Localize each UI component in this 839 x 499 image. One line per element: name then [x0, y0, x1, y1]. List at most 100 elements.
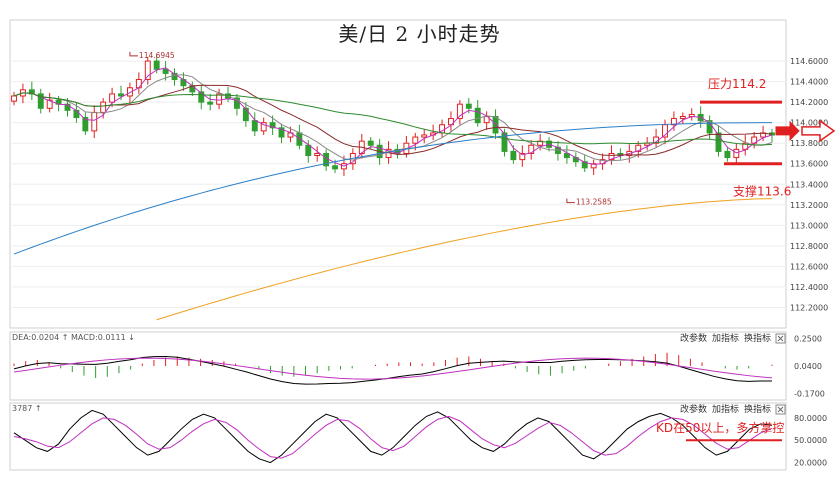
candle-body: [367, 140, 374, 146]
candle-body: [715, 132, 722, 152]
macd-button-1[interactable]: 加指标: [712, 332, 739, 344]
candle-body: [421, 134, 428, 138]
kd-annotation: KD在50以上，多方掌控: [656, 420, 784, 435]
macd-panel-frame: [9, 331, 787, 401]
macd-tick-label: 0.0400: [794, 362, 822, 371]
y-tick-label: 113.0000: [790, 221, 828, 230]
price-arrow-outline-icon: [801, 119, 836, 143]
candle-body: [581, 161, 588, 169]
macd-dif-line: [13, 356, 773, 385]
high-marker: [129, 51, 138, 57]
y-tick-label: 112.8000: [790, 242, 828, 251]
candle-body: [733, 148, 740, 159]
candle-body: [216, 93, 223, 105]
candle-body: [670, 118, 677, 126]
main-panel-frame: [9, 19, 787, 329]
candle-body: [305, 144, 312, 157]
candle-body: [483, 116, 490, 124]
kd-tick-label: 20.0000: [794, 459, 827, 468]
ma-darkred-line: [13, 84, 773, 156]
candle-body: [537, 140, 544, 146]
kd-d-line: [13, 415, 773, 459]
macd-close-icon-stroke: [777, 335, 784, 342]
candle-body: [251, 120, 258, 132]
candle-body: [242, 107, 249, 122]
y-tick-label: 114.6000: [790, 57, 828, 66]
candle-body: [28, 89, 35, 95]
y-tick-label: 112.4000: [790, 283, 828, 292]
macd-button-0[interactable]: 改参数: [680, 332, 707, 344]
resistance-label: 压力114.2: [708, 77, 766, 91]
candle-body: [528, 144, 535, 154]
candle-body: [474, 107, 481, 124]
ma-blue-line: [13, 122, 773, 255]
y-tick-label: 112.2000: [790, 303, 828, 312]
low-marker: [566, 198, 575, 204]
kd-close-icon-stroke: [777, 406, 784, 413]
kd-button-2[interactable]: 换指标: [744, 403, 771, 415]
candle-body: [269, 122, 276, 129]
candle-body: [162, 68, 169, 74]
candle-body: [91, 111, 98, 132]
candle-body: [153, 60, 160, 70]
high-label: 114.6945: [139, 51, 175, 60]
y-tick-label: 113.2000: [790, 201, 828, 210]
kd-button-1[interactable]: 加指标: [712, 403, 739, 415]
candle-body: [198, 91, 205, 103]
kd-button-0[interactable]: 改参数: [680, 403, 707, 415]
candle-body: [608, 152, 615, 161]
y-tick-label: 113.8000: [790, 139, 828, 148]
candle-body: [456, 103, 463, 120]
kd-k-line: [13, 409, 773, 464]
price-arrow-icon: [775, 120, 800, 142]
candle-body: [118, 93, 124, 97]
support-label: 支撑113.6: [733, 184, 791, 199]
y-tick-label: 114.0000: [790, 119, 828, 128]
candle-body: [37, 93, 44, 109]
candle-body: [171, 72, 178, 81]
kd-tick-label: 80.0000: [794, 414, 827, 423]
kd-header: 3787 ↑: [12, 404, 42, 413]
macd-tick-label: -0.1700: [794, 389, 825, 398]
candle-body: [519, 152, 526, 161]
candle-body: [109, 93, 116, 103]
candle-body: [412, 136, 419, 144]
ma-green-line: [13, 92, 773, 146]
candle-body: [635, 144, 642, 152]
ma-purple-line: [13, 67, 773, 167]
macd-dea-line: [13, 357, 773, 380]
candle-body: [82, 117, 89, 132]
chart-title: 美/日 2 小时走势: [338, 22, 501, 46]
candle-body: [73, 109, 80, 119]
ma-orange-line: [156, 198, 773, 321]
candle-body: [332, 165, 338, 170]
low-label: 113.2585: [576, 198, 612, 207]
candle-body: [11, 95, 17, 102]
candle-body: [590, 163, 597, 169]
candle-body: [207, 101, 214, 105]
candle-body: [46, 99, 53, 109]
candle-body: [465, 103, 472, 109]
y-tick-label: 113.4000: [790, 180, 828, 189]
kd-tick-label: 50.0000: [794, 436, 827, 445]
macd-header: DEA:0.0204 ↑ MACD:0.0111 ↓: [12, 333, 135, 342]
macd-tick-label: 0.2500: [794, 335, 822, 344]
candle-body: [563, 152, 570, 159]
candle-body: [135, 79, 142, 89]
candle-body: [724, 150, 731, 159]
candle-body: [260, 122, 267, 132]
candle-body: [510, 150, 517, 161]
kd-panel-frame: [9, 402, 787, 471]
y-tick-label: 112.6000: [790, 262, 828, 271]
candle-body: [278, 127, 285, 138]
y-tick-label: 113.6000: [790, 160, 828, 169]
candle-body: [314, 152, 321, 157]
macd-button-2[interactable]: 换指标: [744, 332, 771, 344]
candle-body: [100, 101, 107, 113]
candle-body: [679, 116, 686, 120]
y-tick-label: 114.2000: [790, 98, 828, 107]
candle-body: [144, 60, 151, 81]
y-tick-label: 114.4000: [790, 78, 828, 87]
